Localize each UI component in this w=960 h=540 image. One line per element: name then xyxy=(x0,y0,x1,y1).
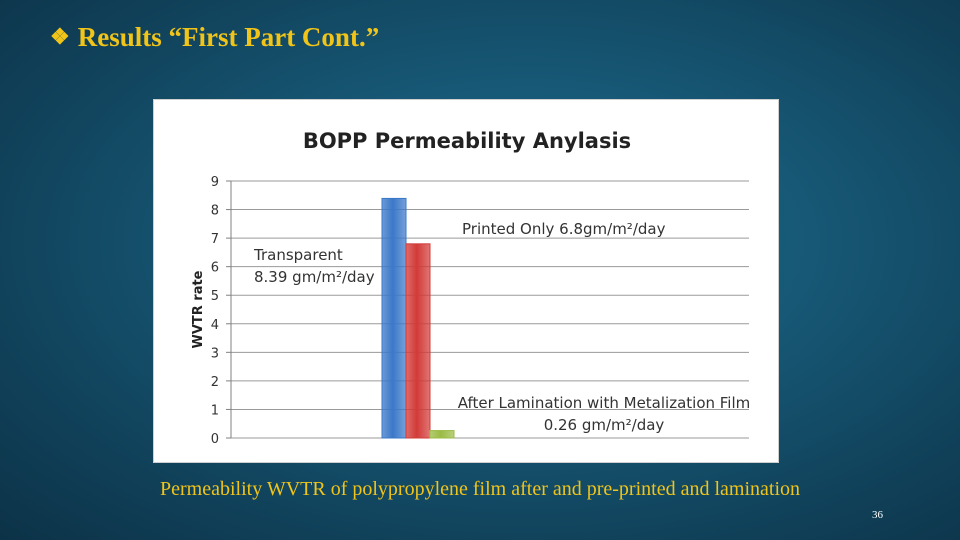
y-tick-label: 6 xyxy=(211,261,219,276)
chart-title: BOPP Permeability Anylasis xyxy=(303,129,631,153)
y-tick-label: 5 xyxy=(211,289,219,304)
y-tick-label: 2 xyxy=(211,375,219,390)
page-number: 36 xyxy=(872,509,883,521)
y-tick-label: 7 xyxy=(211,232,219,247)
bar-annotation: 8.39 gm/m²/day xyxy=(254,268,375,286)
bar xyxy=(381,197,407,439)
slide-title: ❖ Results “First Part Cont.” xyxy=(50,22,379,53)
bar-annotation: After Lamination with Metalization Film xyxy=(458,394,751,412)
y-tick-label: 4 xyxy=(211,318,219,333)
y-tick-label: 3 xyxy=(211,346,219,361)
figure-caption: Permeability WVTR of polypropylene film … xyxy=(160,478,800,500)
y-tick-label: 1 xyxy=(211,403,219,418)
bar xyxy=(429,430,455,439)
diamond-bullet-icon: ❖ xyxy=(50,24,70,49)
chart-panel: BOPP Permeability Anylasis 0 1 2 3 4 5 6 7 8 9 WVTR… xyxy=(153,99,779,463)
y-tick-label: 0 xyxy=(211,432,219,447)
wvtr-bar-chart: BOPP Permeability Anylasis 0 1 2 3 4 5 6 7 8 9 WVTR… xyxy=(191,129,751,447)
slide-title-text: Results “First Part Cont.” xyxy=(77,22,380,52)
bar-annotation: Printed Only 6.8gm/m²/day xyxy=(462,220,666,238)
y-axis-label: WVTR rate xyxy=(191,270,206,348)
bar-annotation: 0.26 gm/m²/day xyxy=(544,416,665,434)
y-tick-label: 8 xyxy=(211,204,219,219)
bar xyxy=(405,243,431,439)
y-tick-label: 9 xyxy=(211,175,219,190)
bar-annotation: Transparent xyxy=(253,246,343,264)
